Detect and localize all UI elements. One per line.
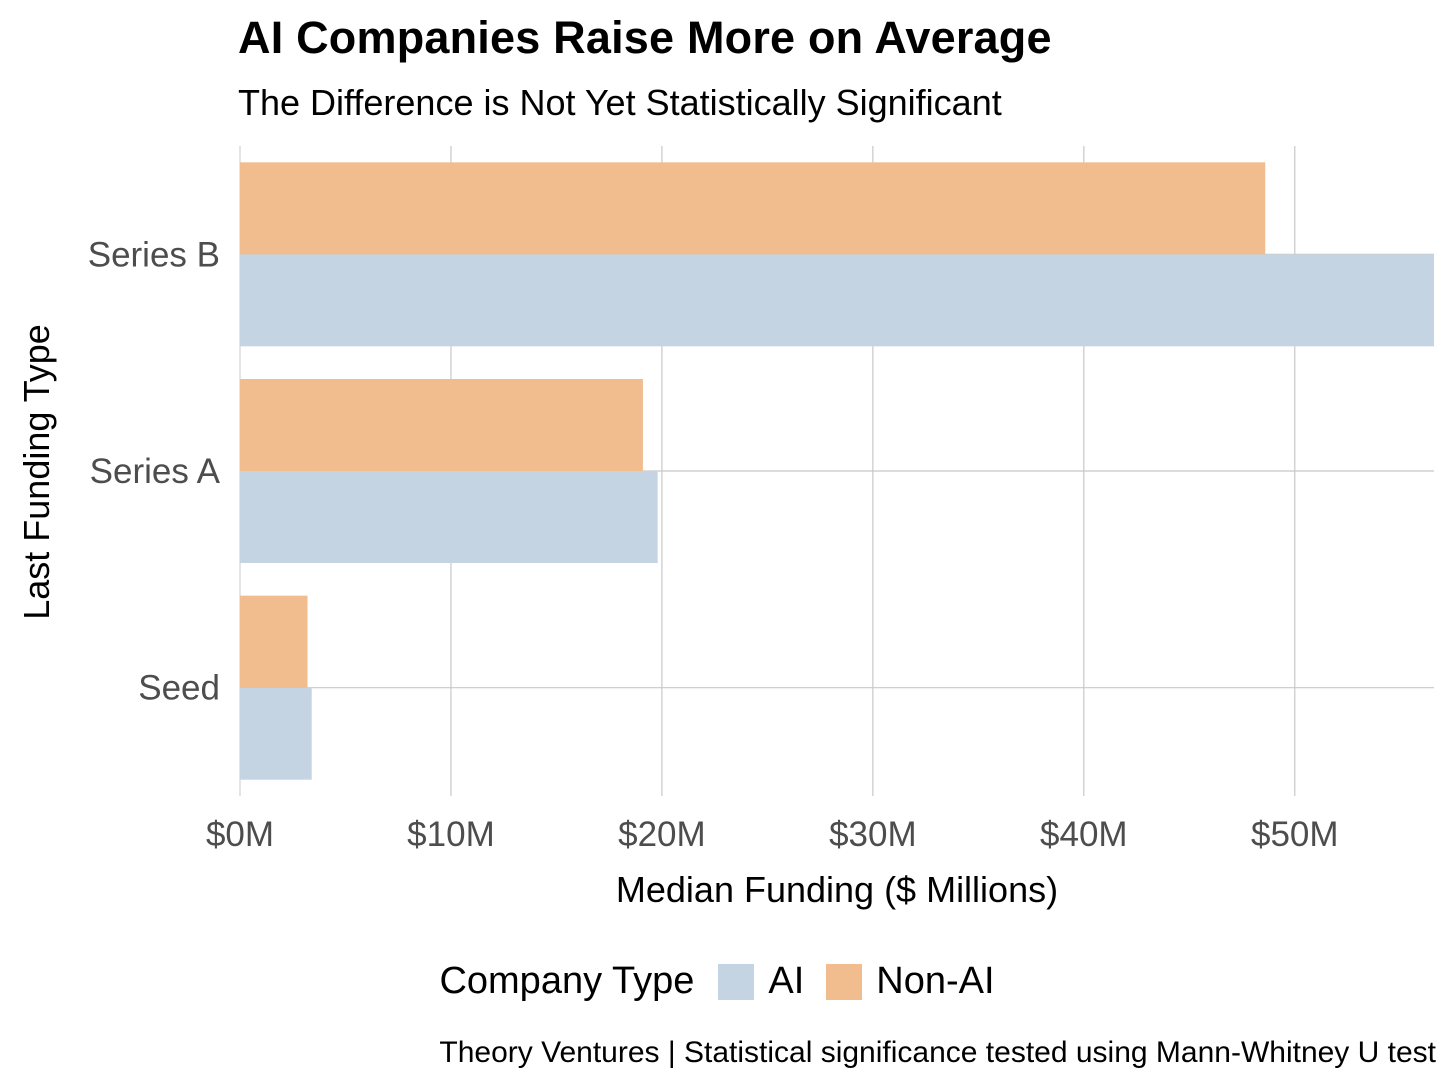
chart-subtitle: The Difference is Not Yet Statistically … bbox=[238, 82, 1002, 123]
bar-ai-seed bbox=[240, 687, 312, 780]
x-tick-label: $30M bbox=[829, 815, 917, 854]
bar-ai-series-a bbox=[240, 471, 658, 563]
x-axis-ticks: $0M $10M $20M $30M $40M $50M bbox=[206, 815, 1339, 854]
y-axis-ticks: Seed Series A Series B bbox=[88, 235, 221, 707]
legend-item-ai: AI bbox=[718, 960, 804, 1003]
legend: Company Type AI Non-AI bbox=[0, 960, 1456, 1003]
chart-title: AI Companies Raise More on Average bbox=[238, 12, 1052, 63]
y-tick-label: Seed bbox=[138, 669, 220, 708]
x-axis-title: Median Funding ($ Millions) bbox=[616, 869, 1058, 910]
legend-label-ai: AI bbox=[768, 960, 805, 1002]
bar-non-ai-seed bbox=[240, 595, 308, 688]
bar-non-ai-series-a bbox=[240, 379, 643, 471]
legend-swatch-non-ai bbox=[826, 963, 863, 1000]
x-tick-label: $50M bbox=[1251, 815, 1339, 854]
x-tick-label: $40M bbox=[1040, 815, 1128, 854]
bars bbox=[240, 162, 1434, 780]
x-tick-label: $0M bbox=[206, 815, 274, 854]
x-tick-label: $10M bbox=[407, 815, 495, 854]
y-tick-label: Series A bbox=[90, 452, 221, 491]
legend-item-non-ai: Non-AI bbox=[826, 960, 995, 1003]
caption: Theory Ventures | Statistical significan… bbox=[439, 1036, 1436, 1069]
y-tick-label: Series B bbox=[88, 235, 220, 274]
legend-swatch-ai bbox=[718, 963, 755, 1000]
legend-label-non-ai: Non-AI bbox=[876, 960, 995, 1002]
legend-title: Company Type bbox=[439, 960, 695, 1002]
x-tick-label: $20M bbox=[618, 815, 706, 854]
bar-ai-series-b bbox=[240, 254, 1434, 347]
bar-non-ai-series-b bbox=[240, 162, 1266, 255]
bar-chart: Seed Series A Series B $0M $10M $20M $30M $40M… bbox=[16, 146, 1434, 910]
y-axis-title: Last Funding Type bbox=[16, 324, 57, 620]
